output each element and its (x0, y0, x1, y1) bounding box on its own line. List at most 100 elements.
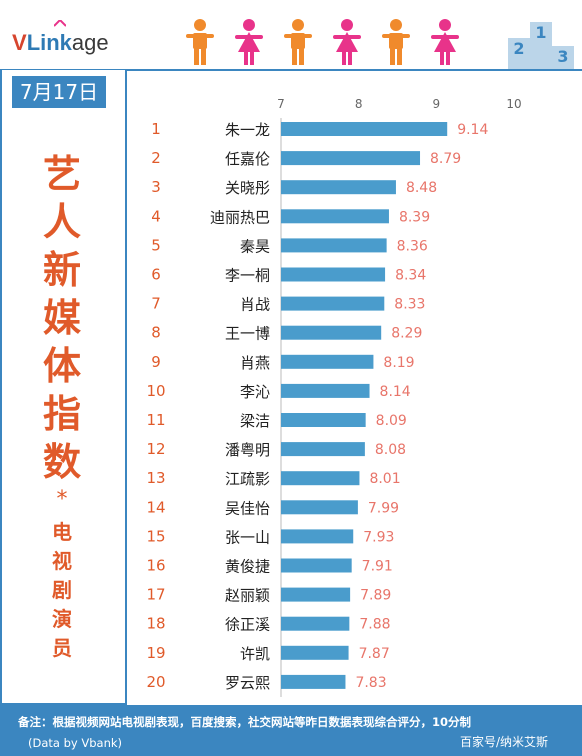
rank-label: 5 (151, 236, 161, 254)
title-char: 数 (42, 440, 81, 484)
category-label: 秦昊 (240, 237, 270, 255)
bar (281, 645, 349, 660)
category-label: 任嘉伦 (225, 150, 270, 168)
rank-label: 17 (146, 586, 165, 604)
value-label: 8.19 (383, 355, 414, 371)
rank-label: 20 (146, 673, 165, 691)
rank-label: 19 (146, 644, 165, 662)
category-label: 张一山 (225, 528, 270, 546)
value-label: 7.87 (359, 646, 390, 662)
category-label: 吴佳怡 (225, 499, 270, 517)
logo-house-icon (54, 20, 66, 27)
rank-label: 12 (146, 440, 165, 458)
bar (281, 383, 370, 398)
value-label: 7.89 (360, 588, 391, 604)
value-label: 8.36 (397, 238, 428, 254)
x-tick-label: 10 (506, 97, 521, 111)
value-label: 7.93 (363, 529, 394, 545)
rank-label: 11 (146, 411, 165, 429)
value-label: 8.48 (406, 180, 437, 196)
value-label: 8.34 (395, 268, 426, 284)
bar (281, 296, 385, 311)
category-label: 梁洁 (240, 412, 270, 430)
subtitle-char: 演 (52, 607, 72, 631)
vertical-subtitle: 电视剧演员 (34, 518, 90, 663)
category-label: 肖战 (240, 296, 270, 314)
bar (281, 180, 396, 195)
value-label: 8.29 (391, 326, 422, 342)
title-char: 指 (42, 392, 81, 436)
rank-label: 6 (151, 266, 161, 284)
category-label: 关晓彤 (225, 179, 270, 197)
podium-step (530, 22, 552, 70)
female-figure-icon (333, 19, 361, 65)
date-tag: 7月17日 (12, 76, 106, 108)
value-label: 8.14 (380, 384, 411, 400)
footer: 备注：根据视频网站电视剧表现，百度搜索，社交网站等昨日数据表现综合评分，10分制… (0, 705, 582, 756)
podium-number: 2 (513, 39, 524, 58)
rank-label: 8 (151, 324, 161, 342)
category-label: 徐正溪 (225, 616, 270, 634)
x-tick-label: 9 (433, 97, 441, 111)
title-char: 媒 (42, 296, 81, 340)
rank-label: 10 (146, 382, 165, 400)
rank-label: 9 (151, 353, 161, 371)
value-label: 8.79 (430, 151, 461, 167)
rank-label: 18 (146, 615, 165, 633)
male-figure-icon (186, 19, 214, 65)
people-figures (186, 19, 459, 65)
bar (281, 442, 365, 457)
vlinkage-logo: VLinkage (12, 30, 109, 55)
title-char: 艺 (42, 152, 81, 196)
category-label: 赵丽颖 (225, 587, 270, 605)
rank-label: 2 (151, 149, 161, 167)
female-figure-icon (235, 19, 263, 65)
bar (281, 674, 346, 689)
podium-number: 3 (557, 47, 568, 66)
subtitle-char: 剧 (52, 578, 72, 602)
category-label: 李一桐 (225, 267, 270, 285)
bar (281, 616, 350, 631)
value-label: 9.14 (457, 122, 488, 138)
title-star: * (56, 487, 68, 512)
bar (281, 325, 382, 340)
rank-label: 15 (146, 527, 165, 545)
rank-label: 13 (146, 469, 165, 487)
bar (281, 151, 421, 166)
subtitle-char: 电 (52, 520, 72, 544)
bar (281, 529, 354, 544)
bar (281, 122, 448, 136)
rank-label: 3 (151, 178, 161, 196)
rank-label: 1 (151, 120, 161, 138)
bar (281, 413, 366, 427)
data-credit: (Data by Vbank) (28, 736, 123, 750)
value-label: 8.01 (369, 471, 400, 487)
bar (281, 209, 389, 224)
value-label: 7.88 (359, 617, 390, 633)
value-label: 8.39 (399, 209, 430, 225)
title-char: 新 (42, 248, 81, 292)
podium-step (552, 46, 574, 70)
podium-icon: 213 (508, 22, 574, 70)
bar (281, 238, 387, 253)
category-label: 罗云熙 (225, 674, 270, 692)
bar (281, 587, 351, 602)
category-label: 江疏影 (225, 470, 270, 488)
category-label: 李沁 (240, 383, 270, 401)
bar (281, 500, 358, 515)
subtitle-char: 视 (52, 549, 72, 573)
header-divider (0, 69, 582, 71)
x-tick-label: 8 (355, 97, 363, 111)
footer-note: 备注：根据视频网站电视剧表现，百度搜索，社交网站等昨日数据表现综合评分，10分制 (18, 715, 471, 729)
title-panel (0, 70, 127, 705)
category-label: 肖燕 (240, 354, 270, 372)
bar (281, 558, 352, 573)
male-figure-icon (382, 19, 410, 65)
rank-label: 7 (151, 295, 161, 313)
category-label: 朱一龙 (225, 121, 270, 139)
category-label: 王一博 (225, 325, 270, 343)
vertical-title: 艺人新媒体指数 (34, 150, 90, 486)
rank-label: 14 (146, 498, 165, 516)
value-label: 8.08 (375, 442, 406, 458)
